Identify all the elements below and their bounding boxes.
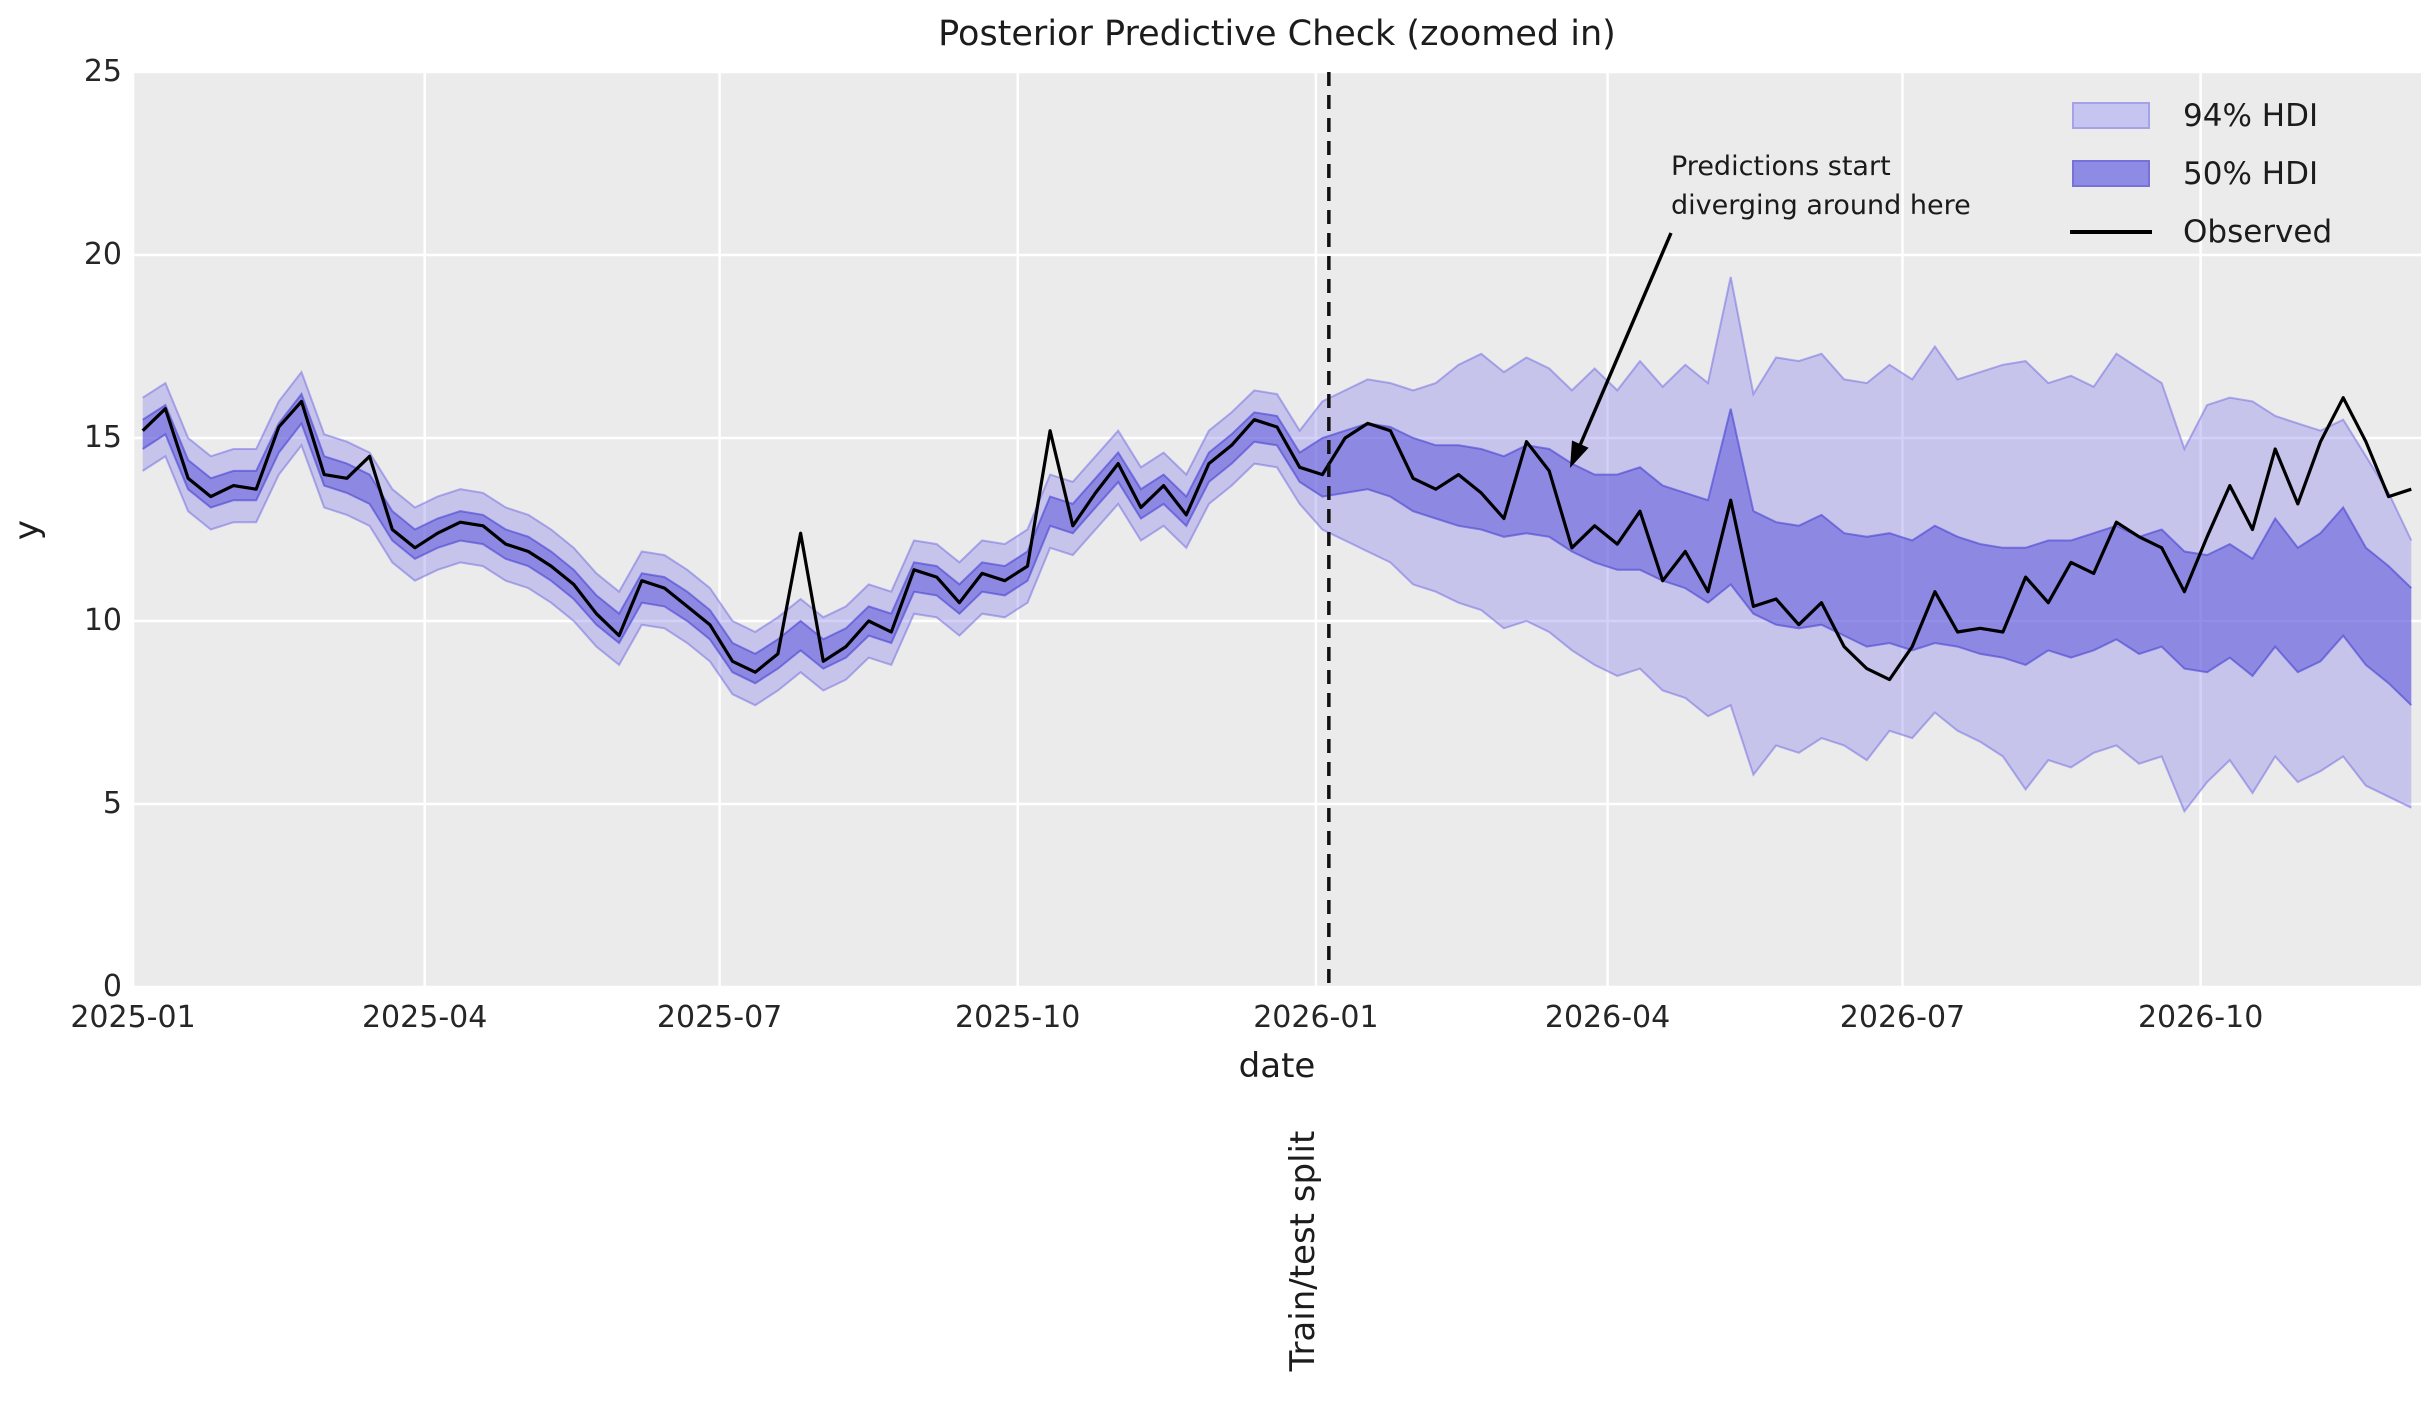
x-tick-label: 2026-07	[1839, 1000, 1966, 1035]
y-tick-label: 5	[102, 786, 122, 821]
x-tick-label: 2026-04	[1544, 1000, 1671, 1035]
x-axis-label: date	[1238, 1046, 1316, 1086]
band-94-hdi	[142, 277, 2412, 812]
observed-line	[141, 396, 2412, 682]
y-tick-label: 15	[83, 420, 122, 455]
y-tick-label: 10	[83, 603, 122, 638]
y-axis-label: y	[7, 519, 47, 541]
band-50-hdi-lower-edge	[142, 421, 2412, 706]
legend-label-observed: Observed	[2183, 214, 2333, 250]
legend-label-50-hdi: 50% HDI	[2183, 156, 2319, 192]
chart-title: Posterior Predictive Check (zoomed in)	[938, 14, 1616, 54]
x-tick-label: 2025-07	[656, 1000, 783, 1035]
band-50-hdi-upper-edge	[142, 392, 2412, 656]
x-tick-label: 2026-01	[1253, 1000, 1379, 1035]
legend-swatch-50-hdi	[2072, 160, 2150, 187]
annotation-arrow-head	[1570, 440, 1589, 468]
annotation-arrow-shaft	[1576, 232, 1673, 451]
y-tick-label: 0	[102, 969, 122, 1004]
y-tick-label: 20	[83, 237, 122, 272]
x-tick-label: 2025-10	[955, 1000, 1081, 1035]
legend-label-94-hdi: 94% HDI	[2183, 98, 2319, 134]
x-tick-label: 2026-10	[2137, 1000, 2264, 1035]
x-tick-label: 2025-04	[361, 1000, 488, 1035]
annotation-text: Predictions start diverging around here	[1671, 151, 1971, 221]
band-94-hdi-lower-edge	[142, 443, 2412, 814]
band-94-hdi-upper-edge	[142, 276, 2413, 634]
legend-line-observed	[2070, 230, 2152, 234]
axes-background	[133, 72, 2421, 987]
train-test-split-label: Train/test split	[1283, 1130, 1323, 1372]
legend-swatch-94-hdi	[2072, 102, 2150, 129]
y-tick-label: 25	[83, 54, 122, 89]
x-tick-label: 2025-01	[70, 1000, 196, 1035]
